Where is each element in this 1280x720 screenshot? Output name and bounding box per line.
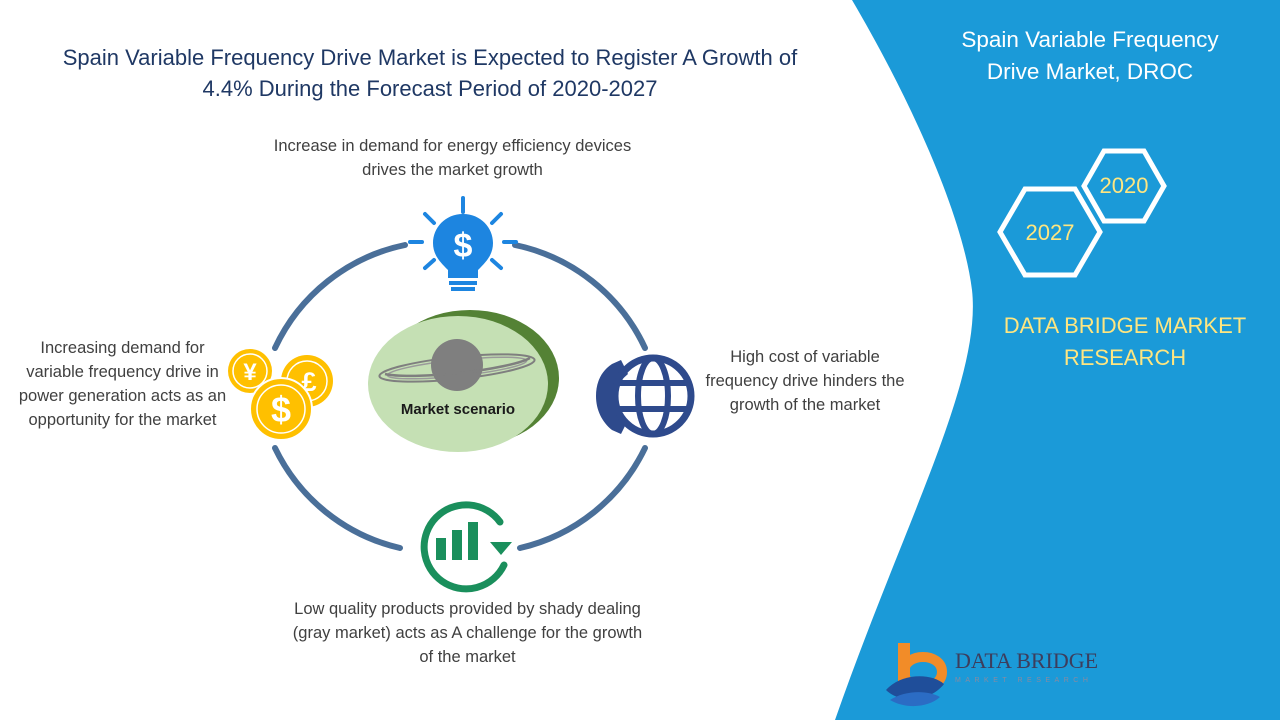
lightbulb-dollar-icon: $	[408, 196, 518, 291]
side-panel-brand: DATA BRIDGE MARKET RESEARCH	[1003, 313, 1247, 370]
year-end-label: 2027	[1025, 220, 1075, 245]
year-start-label: 2020	[1099, 173, 1149, 198]
hexagon-2020	[1081, 148, 1167, 224]
svg-text:$: $	[454, 227, 473, 265]
svg-text:¥: ¥	[243, 359, 257, 386]
planet-icon	[378, 339, 536, 391]
coins-icon: ¥ £ $	[228, 349, 333, 441]
opportunities-text: Increasing demand for variable frequency…	[18, 339, 227, 429]
challenges-text: Low quality products provided by shady d…	[292, 600, 643, 666]
side-panel	[835, 0, 1280, 720]
logo-subtitle: MARKET RESEARCH	[955, 677, 1093, 684]
center-label: Market scenario	[400, 401, 516, 418]
phone-globe-icon	[596, 354, 695, 438]
logo-name: DATA BRIDGE	[955, 648, 1099, 673]
growth-chart-icon	[420, 501, 512, 593]
side-panel-title: Spain Variable Frequency Drive Market, D…	[961, 27, 1219, 84]
page-title: Spain Variable Frequency Drive Market is…	[62, 45, 798, 101]
restraints-text: High cost of variable frequency drive hi…	[705, 348, 905, 414]
svg-text:$: $	[271, 389, 291, 430]
data-bridge-logo-mark	[886, 643, 948, 707]
hexagon-2027	[997, 186, 1103, 278]
cycle-ring	[272, 242, 648, 551]
drivers-text: Increase in demand for energy efficiency…	[273, 137, 632, 179]
